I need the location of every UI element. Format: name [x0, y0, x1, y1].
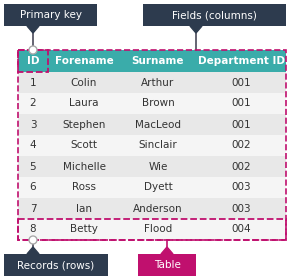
Bar	[48, 156, 120, 177]
Bar	[18, 156, 48, 177]
Bar	[48, 72, 120, 93]
Text: 3: 3	[30, 119, 36, 129]
Text: 002: 002	[231, 162, 251, 172]
Bar	[18, 50, 286, 240]
Text: 001: 001	[231, 78, 251, 88]
Bar	[48, 219, 120, 240]
Bar	[120, 135, 196, 156]
Circle shape	[29, 236, 37, 244]
Bar	[18, 219, 48, 240]
Bar	[120, 93, 196, 114]
Text: Fields (columns): Fields (columns)	[172, 10, 257, 20]
Bar	[18, 93, 48, 114]
Text: Michelle: Michelle	[63, 162, 105, 172]
Bar	[120, 156, 196, 177]
Bar	[18, 72, 48, 93]
Bar	[143, 4, 286, 26]
Text: Brown: Brown	[142, 98, 174, 109]
Bar	[120, 219, 196, 240]
Bar	[196, 219, 286, 240]
Circle shape	[29, 46, 37, 54]
Bar	[196, 177, 286, 198]
Text: Colin: Colin	[71, 78, 97, 88]
Text: Arthur: Arthur	[141, 78, 174, 88]
Bar	[4, 4, 97, 26]
Text: Ross: Ross	[72, 182, 96, 193]
Bar	[120, 177, 196, 198]
Bar	[196, 198, 286, 219]
Bar	[48, 135, 120, 156]
Bar	[196, 50, 286, 72]
Bar	[138, 254, 196, 276]
Bar	[196, 135, 286, 156]
Bar	[18, 177, 48, 198]
Bar	[48, 114, 120, 135]
Text: Stephen: Stephen	[62, 119, 106, 129]
Bar	[18, 219, 286, 240]
Text: 8: 8	[30, 225, 36, 235]
Bar	[48, 198, 120, 219]
Bar	[18, 50, 48, 72]
Polygon shape	[27, 247, 39, 254]
Text: Anderson: Anderson	[133, 203, 183, 213]
Text: Surname: Surname	[132, 56, 184, 66]
Bar	[48, 93, 120, 114]
Text: Table: Table	[154, 260, 181, 270]
Polygon shape	[27, 26, 39, 33]
Text: Sinclair: Sinclair	[139, 141, 177, 150]
Bar	[196, 114, 286, 135]
Polygon shape	[161, 247, 173, 254]
Polygon shape	[190, 26, 202, 33]
Text: 2: 2	[30, 98, 36, 109]
Text: Records (rows): Records (rows)	[17, 260, 95, 270]
Bar	[120, 114, 196, 135]
Text: ID: ID	[27, 56, 39, 66]
Text: Betty: Betty	[70, 225, 98, 235]
Bar	[18, 135, 48, 156]
Text: Wie: Wie	[148, 162, 168, 172]
Bar	[18, 50, 48, 72]
Text: Dyett: Dyett	[143, 182, 172, 193]
Bar	[18, 114, 48, 135]
Text: MacLeod: MacLeod	[135, 119, 181, 129]
Text: Laura: Laura	[69, 98, 99, 109]
Text: Ian: Ian	[76, 203, 92, 213]
Bar	[120, 50, 196, 72]
Text: Scott: Scott	[71, 141, 98, 150]
Text: Primary key: Primary key	[19, 10, 81, 20]
Bar	[18, 50, 286, 240]
Bar	[48, 177, 120, 198]
Text: 7: 7	[30, 203, 36, 213]
Bar	[48, 50, 120, 72]
Text: Flood: Flood	[144, 225, 172, 235]
Text: Forename: Forename	[55, 56, 113, 66]
Text: 001: 001	[231, 119, 251, 129]
Bar	[120, 72, 196, 93]
Text: 4: 4	[30, 141, 36, 150]
Text: 002: 002	[231, 141, 251, 150]
Bar	[4, 254, 108, 276]
Bar	[196, 156, 286, 177]
Text: 5: 5	[30, 162, 36, 172]
Text: 001: 001	[231, 98, 251, 109]
Text: 6: 6	[30, 182, 36, 193]
Bar	[196, 72, 286, 93]
Bar	[18, 198, 48, 219]
Text: 1: 1	[30, 78, 36, 88]
Bar	[120, 198, 196, 219]
Text: 003: 003	[231, 182, 251, 193]
Text: 003: 003	[231, 203, 251, 213]
Text: 004: 004	[231, 225, 251, 235]
Text: Department ID: Department ID	[198, 56, 285, 66]
Bar	[196, 93, 286, 114]
